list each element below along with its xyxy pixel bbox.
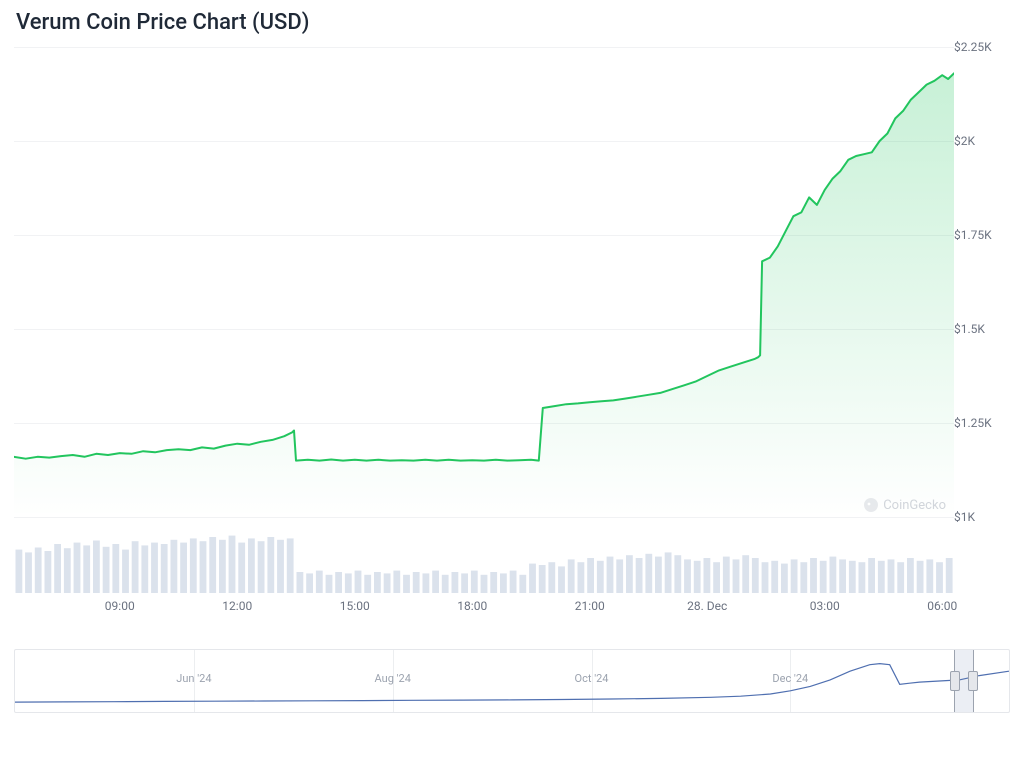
- gridline: [14, 517, 954, 518]
- x-tick-label: 21:00: [575, 599, 605, 613]
- chart-title: Verum Coin Price Chart (USD): [14, 10, 1010, 35]
- volume-bars: [14, 523, 954, 593]
- x-tick-label: 09:00: [105, 599, 135, 613]
- main-chart-area[interactable]: $1K$1.25K$1.5K$1.75K$2K$2.25K CoinGecko: [14, 47, 1010, 517]
- navigator[interactable]: Jun '24Aug '24Oct '24Dec '24: [14, 649, 1010, 713]
- watermark: CoinGecko: [863, 497, 946, 513]
- x-tick-label: 06:00: [927, 599, 957, 613]
- y-tick-label: $1.5K: [954, 322, 985, 336]
- x-tick-label: 12:00: [222, 599, 252, 613]
- y-tick-label: $2K: [954, 134, 975, 148]
- x-tick-label: 03:00: [810, 599, 840, 613]
- navigator-selection-handle[interactable]: [954, 650, 974, 712]
- y-tick-label: $2.25K: [954, 40, 992, 54]
- watermark-text: CoinGecko: [883, 498, 946, 513]
- y-axis: $1K$1.25K$1.5K$1.75K$2K$2.25K: [954, 47, 1010, 517]
- navigator-line: [15, 650, 1009, 712]
- volume-chart: [14, 523, 954, 593]
- x-tick-label: 28. Dec: [687, 599, 727, 613]
- price-line-chart: [14, 47, 954, 517]
- y-tick-label: $1K: [954, 510, 975, 524]
- y-tick-label: $1.25K: [954, 416, 992, 430]
- x-tick-label: 15:00: [340, 599, 370, 613]
- y-tick-label: $1.75K: [954, 228, 992, 242]
- x-tick-label: 18:00: [457, 599, 487, 613]
- x-axis: 09:00 12:00 15:00 18:00 21:00 28. Dec 03:00 06:…: [14, 599, 954, 627]
